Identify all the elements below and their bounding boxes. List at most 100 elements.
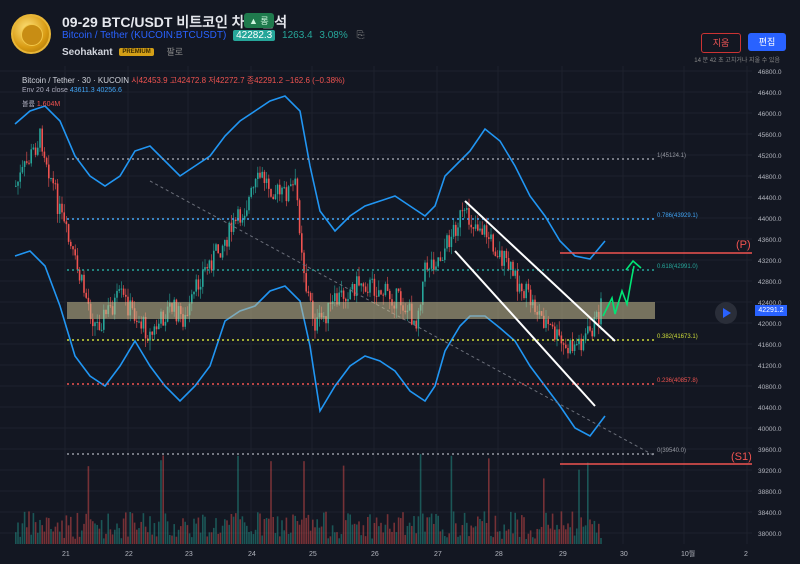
volume-label[interactable]: 볼륨 [22, 101, 35, 108]
volume-bar [232, 516, 235, 544]
candle-body [340, 290, 343, 293]
candle-body [334, 293, 336, 302]
volume-bar [441, 529, 444, 544]
candle-body [481, 228, 483, 235]
volume-bar [63, 537, 65, 544]
time-tick: 22 [125, 551, 133, 558]
volume-bar [116, 523, 118, 544]
candle-body [298, 200, 301, 234]
volume-bar [118, 528, 120, 544]
volume-bar [254, 529, 257, 544]
volume-bar [386, 514, 389, 544]
candle-body [358, 276, 360, 286]
volume-bar [562, 525, 565, 544]
price-tick: 46800.0 [758, 69, 782, 76]
volume-bar [406, 525, 409, 544]
candle-body [378, 290, 380, 297]
candle-body [217, 244, 219, 254]
volume-bar [593, 520, 596, 544]
candle-body [479, 228, 481, 231]
volume-bar [490, 535, 492, 544]
volume-bar [532, 537, 534, 544]
envelope-values: 43611.3 40256.6 [69, 87, 122, 94]
volume-bar [65, 515, 68, 544]
volume-value: 1.604M [36, 101, 61, 108]
volume-bar [455, 523, 457, 544]
candle-body [389, 290, 391, 300]
candle-body [386, 283, 389, 291]
volume-bar [30, 534, 32, 544]
volume-bar [32, 513, 35, 544]
symbol-link[interactable]: Bitcoin / Tether (KUCOIN:BTCUSDT) [62, 30, 227, 41]
volume-bar [67, 525, 70, 544]
price-tick: 38800.0 [758, 489, 782, 496]
volume-bar [413, 516, 415, 544]
volume-bar [452, 511, 455, 544]
volume-bar [318, 527, 321, 544]
edit-button[interactable]: 편집 [748, 33, 786, 51]
candle-body [584, 333, 587, 341]
volume-bar [70, 516, 72, 544]
play-replay-button[interactable] [715, 302, 737, 324]
volume-bar [136, 529, 138, 544]
volume-bar [103, 538, 105, 544]
price-tick: 45600.0 [758, 132, 782, 139]
candle-body [567, 347, 569, 354]
price-tick: 45200.0 [758, 153, 782, 160]
time-tick: 27 [434, 551, 442, 558]
price-chart[interactable]: 1(45124.1) 0.786(43929.1) 0.618(42991.0) 0.… [0, 66, 800, 564]
volume-bar [567, 523, 569, 544]
envelope-label[interactable]: Env 20 4 close [22, 87, 68, 94]
candle-body [116, 290, 118, 298]
volume-bar [345, 520, 347, 544]
candle-body [287, 186, 290, 202]
volume-bar [74, 538, 76, 544]
volume-bar [259, 513, 261, 544]
candle-body [118, 289, 120, 291]
fibonacci-levels: 1(45124.1) 0.786(43929.1) 0.618(42991.0) 0.… [67, 153, 698, 455]
candle-body [226, 239, 228, 247]
candle-body [527, 283, 530, 290]
candle-body [70, 241, 72, 247]
chart-canvas[interactable]: 1(45124.1) 0.786(43929.1) 0.618(42991.0) 0.… [0, 66, 800, 564]
candle-body [529, 289, 532, 306]
key-support-zone [67, 302, 655, 319]
channel-lower-line [454, 250, 596, 407]
volume-bar [316, 519, 318, 544]
candle-body [545, 319, 547, 328]
volume-bar [96, 524, 98, 544]
volume-bar [298, 524, 301, 544]
candle-body [204, 267, 206, 271]
author-name[interactable]: Seohakant [62, 47, 113, 58]
price-tick: 43600.0 [758, 237, 782, 244]
author-avatar[interactable] [11, 14, 51, 54]
volume-bar [527, 533, 530, 544]
legend-symbol[interactable]: Bitcoin / Tether · 30 · KUCOIN [22, 76, 129, 85]
price-axis: 46800.0 46400.0 46000.0 45600.0 45200.0 44800… [758, 69, 782, 538]
copy-icon[interactable]: ⎘ [356, 30, 365, 41]
candle-body [98, 321, 101, 331]
volume-bar [155, 536, 158, 544]
volume-bar [547, 524, 549, 544]
volume-bar [433, 523, 435, 544]
pivot-s1-label: (S1) [731, 451, 752, 463]
volume-bar [164, 513, 167, 544]
candle-body [26, 161, 28, 163]
volume-bar [426, 517, 428, 544]
volume-bar [131, 513, 134, 544]
candle-body [384, 283, 387, 296]
price-tick: 42400.0 [758, 300, 782, 307]
follow-button[interactable]: 팔로 [166, 47, 184, 57]
price-tick: 39200.0 [758, 468, 782, 475]
volume-bar [521, 515, 523, 544]
candle-body [571, 340, 574, 352]
volume-bar [479, 518, 481, 544]
volume-bar [76, 512, 79, 544]
price-change: 1263.4 [282, 30, 313, 41]
candle-body [309, 292, 312, 301]
candle-body [279, 184, 281, 195]
delete-button[interactable]: 지움 [701, 33, 741, 53]
candle-body [191, 294, 193, 304]
volume-bar [140, 521, 142, 544]
volume-bar [578, 469, 580, 544]
